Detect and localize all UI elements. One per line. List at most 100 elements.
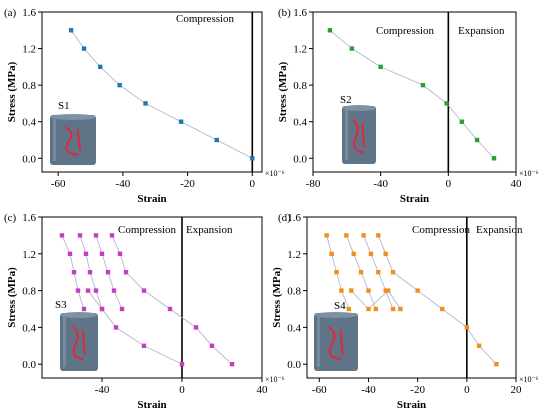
specimen-marking [65,126,81,156]
x-multiplier: ×10⁻⁶ [519,169,539,178]
specimen-body [314,313,358,371]
data-point [383,251,388,256]
specimen-photo [342,105,376,164]
specimen-top [314,312,358,318]
series-line [329,29,495,159]
chart-panel-2: (b) -80 -40 0 40 0.0 0.4 0.8 1.2 1.6 Strain Stress … [277,7,539,205]
specimen-highlight [345,110,348,160]
y-tick-label: 1.2 [287,249,301,261]
data-point [209,343,215,348]
data-point [167,306,173,312]
data-point [494,362,499,367]
data-point [81,306,87,312]
y-tick-label: 0.0 [293,153,307,165]
x-tick-label: -60 [312,384,327,396]
region-label-compression: Compression [118,224,177,236]
specimen-highlight [53,119,56,161]
data-point [117,82,122,88]
data-point [123,270,129,275]
region-label-expansion: Expansion [476,224,523,236]
data-point [119,306,125,312]
y-tick-label: 0.0 [22,153,36,165]
data-point [459,119,465,124]
y-tick-label: 1.2 [22,44,36,56]
x-tick-label: -40 [373,178,388,190]
data-point [476,343,482,348]
y-tick-label: 0.8 [293,80,307,92]
specimen-photo [60,312,98,371]
y-tick-label: 0.4 [22,322,36,334]
x-multiplier: ×10⁻⁶ [265,375,285,384]
y-tick-label: 0.8 [287,286,301,298]
chart-panel-1: (a) -60 -40 -20 0 0.0 0.4 0.8 1.2 1.6 Strain Stress… [4,7,285,205]
data-point [68,28,74,33]
data-point [390,306,396,312]
x-tick-label: 40 [257,384,269,396]
x-tick-label: -40 [361,384,376,396]
data-point [385,288,391,293]
x-tick-label: -60 [51,178,66,190]
data-point [229,362,235,367]
data-point [141,343,147,348]
data-point [351,251,356,256]
data-point [346,306,351,312]
data-point [59,233,65,238]
data-point [327,28,333,33]
y-tick-label: 0.8 [22,286,36,298]
data-point [87,270,93,275]
series-line [70,30,253,159]
specimen-label: S1 [58,100,70,112]
data-point [349,46,355,51]
data-point [71,270,77,275]
y-tick-label: 0.4 [22,117,36,129]
y-axis-title: Stress (MPa) [277,61,289,122]
data-point [99,306,105,312]
chart-panel-4: (d) -60 -40 -20 0 20 0.0 0.4 0.8 1.2 1.6 Strain Stre… [271,212,539,411]
data-point [98,64,103,70]
data-point [214,137,219,143]
x-axis-title: Strain [137,193,166,205]
data-point [349,288,354,293]
x-axis-title: Strain [137,399,166,411]
data-point [77,233,83,238]
data-point [75,288,81,293]
data-point [491,156,497,161]
region-label-compression: Compression [376,25,435,37]
specimen-top [60,312,98,318]
data-point [85,288,91,293]
y-tick-label: 1.2 [293,44,307,56]
x-multiplier: ×10⁻⁶ [519,375,539,384]
data-point [420,82,426,88]
data-point [376,270,381,275]
data-point [361,233,366,238]
specimen-marking [328,326,344,361]
specimen-body [342,106,376,164]
plot-frame [41,11,263,173]
data-point [376,233,381,238]
data-point [81,46,87,51]
specimen-marking [352,119,366,154]
data-point [179,362,185,367]
specimen-top [50,114,96,120]
data-point [398,306,403,312]
y-tick-label: 1.6 [22,7,36,19]
data-point [117,251,123,256]
y-tick-label: 1.6 [22,212,36,224]
data-point [250,156,255,161]
y-tick-label: 0.4 [293,117,307,129]
x-tick-label: 0 [464,384,470,396]
plot-frame [41,216,263,379]
specimen-highlight [63,317,66,367]
region-label-compression: Compression [176,13,235,25]
data-point [93,233,99,238]
y-axis-title: Stress (MPa) [6,267,18,328]
y-tick-label: 1.6 [287,212,301,224]
specimen-photo [314,312,358,371]
data-point [344,233,349,238]
y-tick-label: 0.8 [22,80,36,92]
x-tick-label: 0 [446,178,452,190]
y-axis-title: Stress (MPa) [271,267,283,328]
data-point [193,325,199,330]
data-point [464,325,470,330]
